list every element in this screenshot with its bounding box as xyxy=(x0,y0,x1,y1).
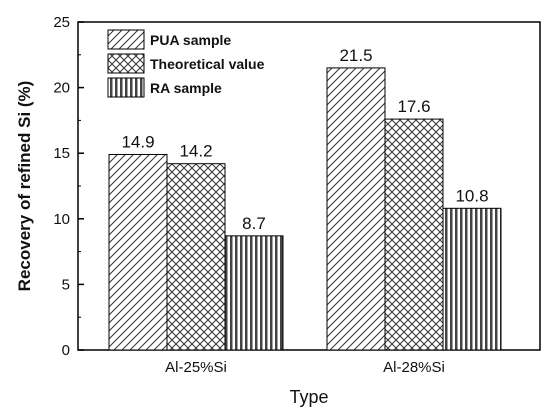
bars xyxy=(108,67,502,351)
legend-label-pua-sample: PUA sample xyxy=(150,32,231,48)
bar-pua-sample-al-28-si xyxy=(326,67,386,351)
legend-swatch-theoretical-value xyxy=(107,53,145,74)
y-tick-label: 25 xyxy=(53,14,70,31)
data-labels: 14.9 14.2 8.7 21.5 17.6 10.8 xyxy=(121,46,488,233)
legend: PUA sample Theoretical value RA sample xyxy=(107,29,265,98)
x-tick-label: Al-28%Si xyxy=(383,359,445,376)
x-tick-label: Al-25%Si xyxy=(165,359,227,376)
data-label-theoretical-value-al-25-si: 14.2 xyxy=(179,142,212,161)
y-tick-label: 5 xyxy=(62,276,70,293)
y-tick-label: 10 xyxy=(53,211,70,228)
legend-label-ra-sample: RA sample xyxy=(150,80,222,96)
y-tick-label: 15 xyxy=(53,145,70,162)
bar-ra-sample-al-28-si xyxy=(442,207,502,351)
y-axis-title: Recovery of refined Si (%) xyxy=(15,81,34,292)
y-axis-ticks: 0 5 10 15 20 25 xyxy=(53,14,84,359)
bar-ra-sample-al-25-si xyxy=(224,235,284,351)
legend-swatch-ra-sample xyxy=(107,77,145,98)
bar-pua-sample-al-25-si xyxy=(108,154,168,351)
data-label-theoretical-value-al-28-si: 17.6 xyxy=(397,97,430,116)
data-label-pua-sample-al-28-si: 21.5 xyxy=(339,46,372,65)
y-tick-label: 0 xyxy=(62,342,70,359)
x-axis-title: Type xyxy=(289,387,328,407)
legend-swatch-pua-sample xyxy=(107,29,145,50)
data-label-pua-sample-al-25-si: 14.9 xyxy=(121,133,154,152)
data-label-ra-sample-al-28-si: 10.8 xyxy=(455,186,488,205)
data-label-ra-sample-al-25-si: 8.7 xyxy=(242,214,266,233)
legend-label-theoretical-value: Theoretical value xyxy=(150,56,265,72)
bar-theoretical-value-al-25-si xyxy=(166,163,226,351)
bar-theoretical-value-al-28-si xyxy=(384,118,444,351)
y-tick-label: 20 xyxy=(53,80,70,97)
